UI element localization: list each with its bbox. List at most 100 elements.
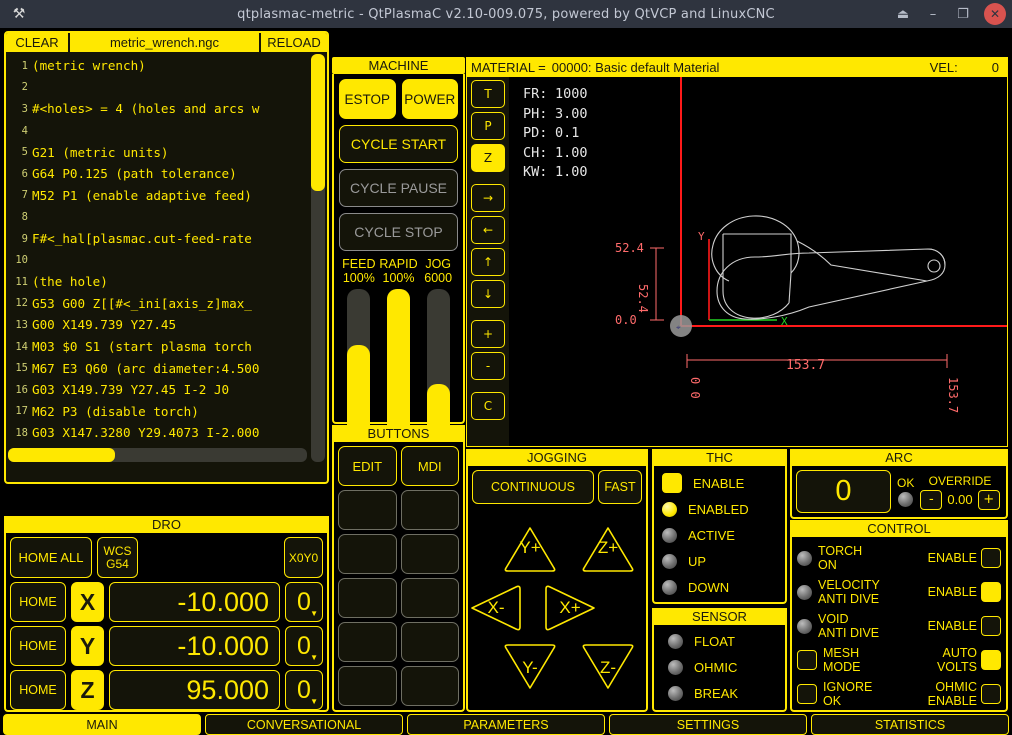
gcode-text-area[interactable]: 1 (metric wrench) 2 3 #<holes> = 4 (holes an… [6,52,327,464]
gcode-line-text: G00 X149.739 Y27.45 [32,317,177,333]
reload-button[interactable]: RELOAD [267,35,321,50]
dro-selector-y[interactable]: 0 ▼ [285,626,323,666]
sensor-led-row-break: BREAK [668,680,785,706]
override-slider-jog[interactable] [418,289,458,439]
axis-label-y[interactable]: Y [71,626,104,666]
arc-voltage-display: 0 [796,470,891,513]
axis-label-x[interactable]: X [71,582,104,622]
cycle-pause-button[interactable]: CYCLE PAUSE [339,169,458,207]
gcode-line-number: 17 [15,405,28,418]
gcode-line-text: M52 P1 (enable adaptive feed) [32,187,252,203]
toolpath-canvas[interactable]: FR: 1000 PH: 3.00 PD: 0.1 CH: 1.00 KW: 1.00 ⌖ 52.… [509,77,1007,446]
jog-y-minus-button[interactable]: Y- [502,644,558,692]
preview-tool-arrow-4-button[interactable]: ← [471,216,505,244]
slider-track[interactable] [387,289,410,439]
preview-tool-+-button[interactable]: + [471,320,505,348]
override-slider-feed[interactable] [339,289,379,439]
user-button-empty[interactable] [400,578,459,618]
material-bar[interactable]: MATERIAL = 00000: Basic default Material… [467,58,1007,77]
user-button-empty[interactable] [400,534,459,574]
arc-override-minus-button[interactable]: - [920,489,943,510]
gcode-horizontal-scroll-thumb[interactable] [8,448,115,462]
restore-icon[interactable]: ❐ [957,6,969,22]
power-button[interactable]: POWER [401,79,458,119]
dro-selector-x[interactable]: 0 ▼ [285,582,323,622]
jog-speed-button[interactable]: FAST [598,470,642,504]
jog-y-plus-button[interactable]: Y+ [502,524,558,572]
control-torch-enable-checkbox[interactable] [981,548,1001,568]
control-ignore-enable-checkbox[interactable] [981,684,1001,704]
dro-row-y: HOME Y -10.000 0 ▼ [10,626,323,666]
tab-statistics[interactable]: STATISTICS [811,714,1009,735]
control-velocity-enable-checkbox[interactable] [981,582,1001,602]
x0y0-button[interactable]: X0Y0 [284,537,323,578]
control-label-line2: ON [818,558,837,572]
user-button-edit[interactable]: EDIT [338,446,397,486]
arc-override-plus-button[interactable]: + [977,489,1000,510]
jog-mode-button[interactable]: CONTINUOUS [472,470,594,504]
user-button-empty[interactable] [338,578,397,618]
home-x-button[interactable]: HOME [10,582,66,622]
thc-enable-checkbox[interactable] [662,473,682,493]
slider-track[interactable] [426,289,450,439]
dro-value-y[interactable]: -10.000 [109,626,280,666]
jog-x-minus-button[interactable]: X- [468,584,524,632]
gcode-editor-pane: CLEAR metric_wrench.ngc RELOAD 1 (metric … [4,31,329,484]
preview-tool-c-button[interactable]: C [471,392,505,420]
tab-main[interactable]: MAIN [3,714,201,735]
user-button-empty[interactable] [400,666,459,706]
thc-enable-row[interactable]: ENABLE [662,470,785,496]
minimize-icon[interactable]: – [929,6,937,22]
preview-tool---button[interactable]: - [471,352,505,380]
control-mesh-enable-checkbox[interactable] [981,650,1001,670]
dro-selector-z[interactable]: 0 ▼ [285,670,323,710]
eject-icon[interactable]: ⏏ [896,6,910,22]
user-button-empty[interactable] [338,666,397,706]
preview-tool-arrow-5-button[interactable]: ↑ [471,248,505,276]
slider-track[interactable] [347,289,371,439]
jog-z-plus-button[interactable]: Z+ [580,524,636,572]
wcs-button[interactable]: WCS G54 [97,537,138,578]
jog-z-plus-label: Z+ [597,538,619,557]
dro-value-x[interactable]: -10.000 [109,582,280,622]
override-slider-rapid[interactable] [379,289,419,439]
tab-conversational[interactable]: CONVERSATIONAL [205,714,403,735]
jog-z-minus-button[interactable]: Z- [580,644,636,692]
sensor-break-label: BREAK [694,685,739,701]
preview-tool-arrow-3-button[interactable]: → [471,184,505,212]
jog-x-plus-button[interactable]: X+ [542,584,598,632]
control-ignore-checkbox[interactable] [797,684,817,704]
gcode-line: 2 [6,77,327,99]
cycle-stop-button[interactable]: CYCLE STOP [339,213,458,251]
tab-parameters[interactable]: PARAMETERS [407,714,605,735]
tab-settings[interactable]: SETTINGS [609,714,807,735]
preview-tool-p-button[interactable]: P [471,112,505,140]
close-icon[interactable]: ✕ [984,3,1006,25]
gcode-vertical-scrollbar[interactable] [311,54,325,462]
estop-button[interactable]: ESTOP [339,79,396,119]
user-button-empty[interactable] [338,534,397,574]
control-mesh-checkbox[interactable] [797,650,817,670]
home-y-button[interactable]: HOME [10,626,66,666]
dro-value-z[interactable]: 95.000 [109,670,280,710]
preview-tool-z-button[interactable]: Z [471,144,505,172]
gcode-vertical-scroll-thumb[interactable] [311,54,325,191]
sensor-led-row-float: FLOAT [668,628,785,654]
dro-panel: DRO HOME ALL WCS G54 X0Y0 HOME X -10.000 0 ▼… [4,516,329,712]
user-button-empty[interactable] [338,490,397,530]
cycle-start-button[interactable]: CYCLE START [339,125,458,163]
control-void-enable-checkbox[interactable] [981,616,1001,636]
svg-text:⌖: ⌖ [676,323,681,332]
clear-button[interactable]: CLEAR [6,33,70,52]
axis-label-z[interactable]: Z [71,670,104,710]
preview-tool-arrow-6-button[interactable]: ↓ [471,280,505,308]
user-button-empty[interactable] [400,622,459,662]
user-button-empty[interactable] [400,490,459,530]
user-button-empty[interactable] [338,622,397,662]
user-button-mdi[interactable]: MDI [400,446,459,486]
home-all-button[interactable]: HOME ALL [10,537,92,578]
home-z-button[interactable]: HOME [10,670,66,710]
gcode-horizontal-scrollbar[interactable] [8,448,307,462]
preview-tool-t-button[interactable]: T [471,80,505,108]
control-panel: CONTROL TORCH ON ENABLE VELOCITY ANTI DIVE EN… [790,520,1008,712]
